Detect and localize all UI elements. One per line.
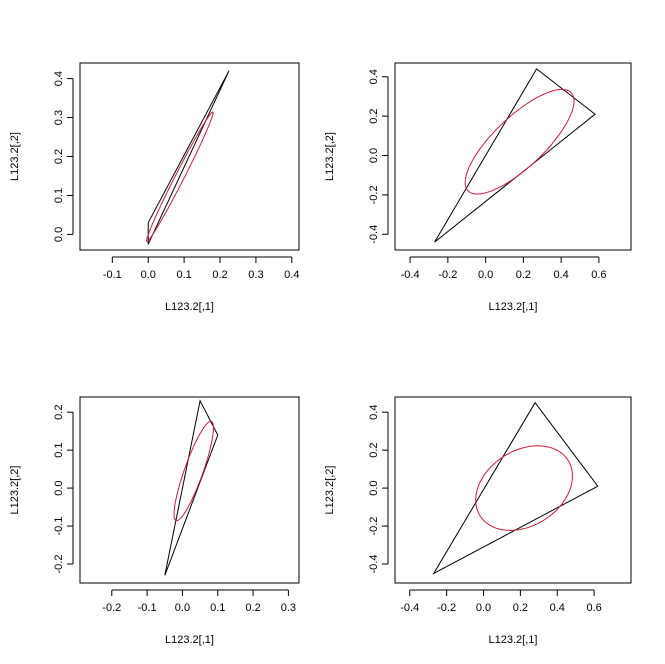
- x-tick-label: -0.4: [401, 269, 420, 281]
- y-tick-label: 0.4: [368, 405, 380, 420]
- plot-frame: [79, 62, 300, 251]
- plot-panel-bottom-right: -0.4 -0.2 0.0 0.2 0.4 0.6 -0.4 -0.2 0.0 0.2 0.4 L12…: [324, 396, 632, 646]
- x-tick-label: -0.2: [437, 602, 456, 614]
- ellipse-curve: [173, 420, 214, 522]
- y-tick-label: 0.3: [53, 110, 65, 125]
- plot-frame: [79, 396, 300, 584]
- x-tick-label: -0.4: [400, 602, 419, 614]
- x-tick-label: 0.4: [284, 269, 299, 281]
- x-tick-label: 0.0: [175, 602, 190, 614]
- y-tick-label: 0.4: [53, 71, 65, 86]
- x-tick-label: 0.0: [141, 269, 156, 281]
- x-axis-title: L123.2[,1]: [165, 301, 214, 313]
- x-axis-title: L123.2[,1]: [489, 301, 538, 313]
- x-tick-label: -0.1: [103, 269, 122, 281]
- y-tick-label: 0.1: [53, 188, 65, 203]
- x-tick-label: 0.0: [476, 602, 491, 614]
- ellipse-curve: [464, 88, 575, 195]
- y-tick-label: -0.2: [53, 555, 65, 574]
- y-axis-title: L123.2[,2]: [9, 466, 21, 515]
- x-tick-label: -0.1: [138, 602, 157, 614]
- x-tick-label: 0.1: [210, 602, 225, 614]
- x-tick-label: 0.2: [212, 269, 227, 281]
- plot-panel-bottom-left: -0.2 -0.1 0.0 0.1 0.2 0.3 -0.2 -0.1 0.0 0.1 0.2 L12…: [9, 396, 300, 646]
- triangle-outline: [164, 399, 219, 576]
- y-tick-label: 0.0: [368, 148, 380, 163]
- y-tick-label: 0.0: [368, 480, 380, 495]
- x-axis-title: L123.2[,1]: [489, 634, 538, 646]
- x-tick-label: 0.2: [516, 269, 531, 281]
- x-tick-label: -0.2: [102, 602, 121, 614]
- y-tick-label: -0.2: [368, 185, 380, 204]
- plot-panel-top-right: -0.4 -0.2 0.0 0.2 0.4 0.6 -0.4 -0.2 0.0 0.2 0.4 L12…: [324, 62, 632, 313]
- y-tick-label: -0.2: [368, 517, 380, 536]
- triangle-outline: [434, 68, 596, 243]
- y-tick-label: -0.4: [368, 225, 380, 244]
- ellipse-curve: [145, 111, 214, 242]
- x-tick-label: 0.6: [591, 269, 606, 281]
- x-tick-label: 0.1: [176, 269, 191, 281]
- y-axis-title: L123.2[,2]: [324, 132, 336, 181]
- plot-frame: [394, 62, 632, 251]
- triangle-outline: [147, 70, 230, 245]
- y-tick-label: 0.2: [368, 108, 380, 123]
- x-tick-label: 0.4: [550, 602, 565, 614]
- y-tick-label: 0.2: [53, 405, 65, 420]
- x-axis-title: L123.2[,1]: [165, 634, 214, 646]
- y-tick-label: 0.2: [368, 442, 380, 457]
- x-tick-label: 0.2: [513, 602, 528, 614]
- y-tick-label: 0.1: [53, 442, 65, 457]
- plot-panel-top-left: -0.1 0.0 0.1 0.2 0.3 0.4 0.0 0.1 0.2 0.3 0.4 L123.2…: [9, 62, 300, 313]
- x-tick-label: 0.6: [586, 602, 601, 614]
- x-tick-label: -0.2: [438, 269, 457, 281]
- x-tick-label: 0.0: [478, 269, 493, 281]
- y-tick-label: 0.2: [53, 149, 65, 164]
- x-tick-label: 0.2: [245, 602, 260, 614]
- x-tick-label: 0.4: [553, 269, 568, 281]
- y-tick-label: -0.4: [368, 555, 380, 574]
- y-tick-label: 0.0: [53, 480, 65, 495]
- y-tick-label: 0.4: [368, 69, 380, 84]
- y-axis-title: L123.2[,2]: [324, 466, 336, 515]
- x-tick-label: 0.3: [281, 602, 296, 614]
- y-tick-label: -0.1: [53, 517, 65, 536]
- y-axis-title: L123.2[,2]: [9, 132, 21, 181]
- ellipse-curve: [475, 445, 573, 531]
- x-tick-label: 0.3: [248, 269, 263, 281]
- triangle-outline: [432, 401, 599, 575]
- plot-frame: [394, 396, 632, 584]
- y-tick-label: 0.0: [53, 227, 65, 242]
